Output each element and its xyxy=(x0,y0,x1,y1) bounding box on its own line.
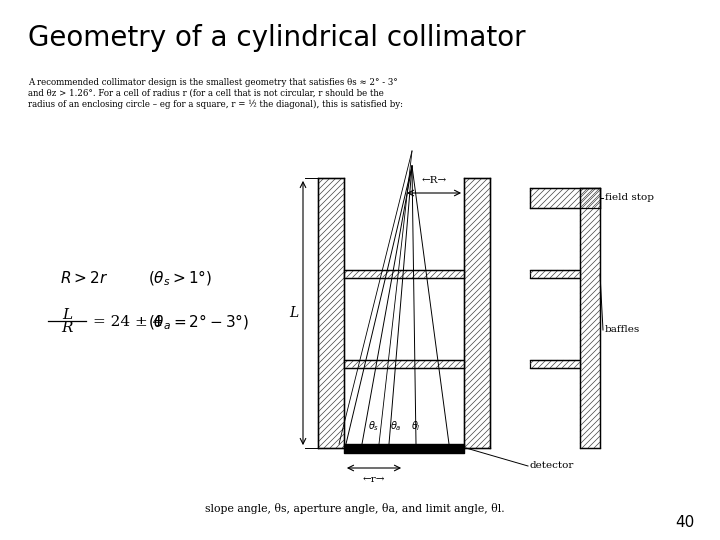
Text: baffles: baffles xyxy=(605,326,640,334)
Text: radius of an enclosing circle – eg for a square, r = ½ the diagonal), this is sa: radius of an enclosing circle – eg for a… xyxy=(28,100,403,109)
Text: and θz > 1.26°. For a cell of radius r (for a cell that is not circular, r shoul: and θz > 1.26°. For a cell of radius r (… xyxy=(28,89,384,98)
Polygon shape xyxy=(530,360,580,368)
Polygon shape xyxy=(344,360,464,368)
Text: $(\theta_s > 1°)$: $(\theta_s > 1°)$ xyxy=(148,268,212,288)
Text: detector: detector xyxy=(530,462,575,470)
Text: $R > 2r$: $R > 2r$ xyxy=(60,270,108,286)
Text: ←r→: ←r→ xyxy=(363,475,385,484)
Text: 40: 40 xyxy=(676,515,695,530)
Text: A recommended collimator design is the smallest geometry that satisfies θs ≈ 2° : A recommended collimator design is the s… xyxy=(28,78,397,87)
Text: L: L xyxy=(289,306,298,320)
Text: $\theta_s$: $\theta_s$ xyxy=(369,419,379,433)
Polygon shape xyxy=(464,178,490,448)
Polygon shape xyxy=(344,270,464,278)
Text: Geometry of a cylindrical collimator: Geometry of a cylindrical collimator xyxy=(28,24,526,52)
Text: field stop: field stop xyxy=(605,193,654,202)
Text: ←R→: ←R→ xyxy=(421,176,446,185)
Text: R: R xyxy=(61,321,73,335)
Text: $(\theta_a = 2° - 3°)$: $(\theta_a = 2° - 3°)$ xyxy=(148,312,249,332)
Polygon shape xyxy=(530,188,600,208)
Text: $\theta_l$: $\theta_l$ xyxy=(411,419,421,433)
Polygon shape xyxy=(318,178,344,448)
Text: = 24 ± 4: = 24 ± 4 xyxy=(93,315,163,329)
Polygon shape xyxy=(530,270,580,278)
Text: slope angle, θs, aperture angle, θa, and limit angle, θl.: slope angle, θs, aperture angle, θa, and… xyxy=(205,503,505,514)
Text: $\theta_a$: $\theta_a$ xyxy=(390,419,402,433)
Polygon shape xyxy=(580,188,600,448)
Text: L: L xyxy=(62,308,72,322)
